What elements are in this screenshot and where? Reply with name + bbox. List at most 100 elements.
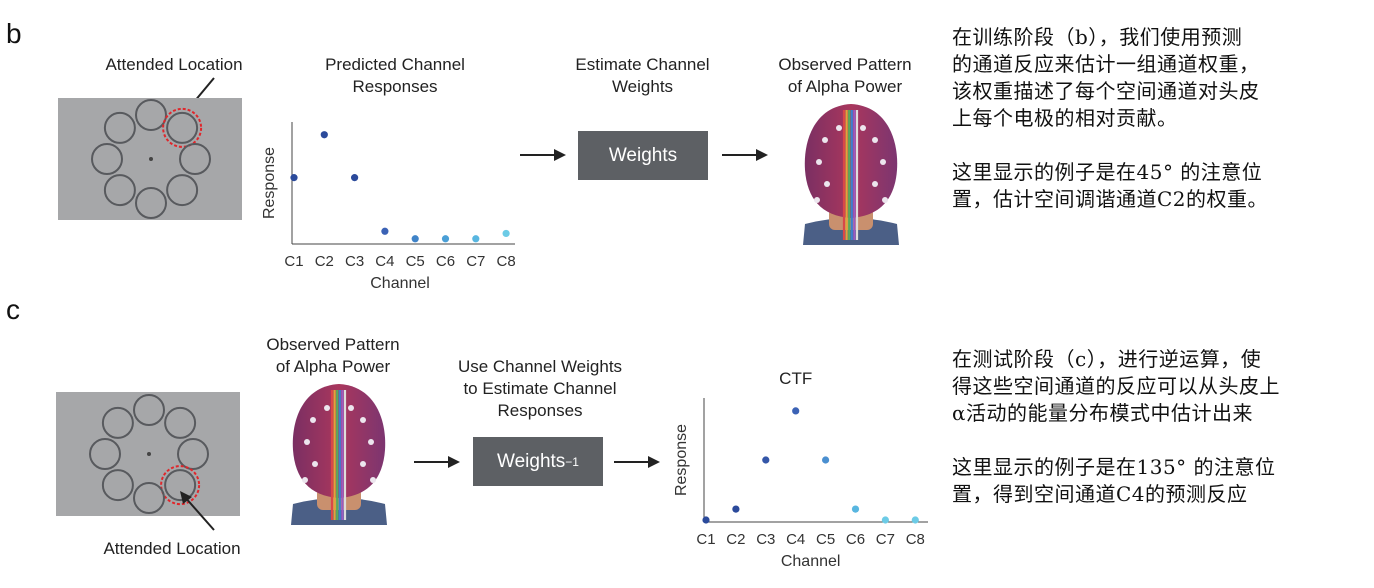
panel-b-stimulus-display: [58, 98, 242, 220]
y-axis-label: Response: [673, 424, 690, 496]
x-tick-label: C7: [466, 253, 485, 270]
stimulus-circle: [91, 143, 123, 175]
x-tick-label: C3: [345, 253, 364, 270]
weights-inverse-label: Weights: [497, 450, 566, 472]
electrode-dot: [312, 461, 318, 467]
panel-c-arrow-1: [414, 456, 460, 468]
panel-c-ctf-chart: C1 C2 C3 C4 C5 C6 C7 C8 Channel Response CTF: [673, 369, 928, 570]
stimulus-circle: [166, 174, 199, 207]
stimulus-circle: [135, 99, 167, 131]
electrode-dot: [816, 159, 822, 165]
stimulus-circle: [179, 143, 211, 175]
use-title-line2: to Estimate Channel: [463, 379, 617, 398]
x-tick-label: C7: [876, 531, 895, 548]
electrode-dot: [872, 181, 878, 187]
x-tick-label: C4: [375, 253, 394, 270]
panel-b-weights-box: Weights: [578, 131, 708, 180]
x-tick-label: C8: [497, 253, 516, 270]
weights-inverse-superscript: −1: [565, 454, 579, 469]
chart-title: CTF: [779, 369, 812, 388]
note-b-p1-l2: 的通道反应来估计一组通道权重，: [952, 52, 1260, 76]
note-b-p2-l2: 置，估计空间调谐通道C2的权重。: [952, 187, 1269, 211]
predicted-title-line2: Responses: [352, 77, 438, 96]
electrode-dot: [872, 137, 878, 143]
panel-c-attended-arrow: [180, 491, 215, 531]
panel-c-letter: c: [6, 294, 20, 325]
stimulus-circle: [101, 406, 134, 439]
y-axis-label: Response: [261, 147, 278, 219]
note-b-p1-l3: 该权重描述了每个空间通道对头皮: [952, 79, 1260, 103]
panel-c-stimulus-display: [56, 392, 240, 516]
panel-c-weights-inverse-box: Weights −1: [473, 437, 603, 486]
estimate-title-line1: Estimate Channel: [575, 55, 710, 74]
attended-ring: [162, 107, 203, 148]
data-point: [290, 174, 298, 182]
x-tick-label: C2: [726, 531, 745, 548]
stimulus-circle: [89, 438, 121, 470]
x-tick-label: C1: [696, 531, 715, 548]
note-b-p1-l4: 上每个电极的相对贡献。: [952, 106, 1178, 130]
panel-c-arrow-2: [614, 456, 660, 468]
note-c-p1-l1: 在测试阶段（c），进行逆运算，使: [952, 347, 1262, 371]
panel-c-stimulus-circles: [89, 394, 209, 514]
stimulus-circle: [166, 111, 199, 144]
x-tick-label: C3: [756, 531, 775, 548]
predicted-title-line1: Predicted Channel: [325, 55, 465, 74]
electrode-dot: [304, 439, 310, 445]
electrode-dot: [860, 125, 866, 131]
electrode-dot: [302, 477, 308, 483]
panel-c-observed-title: Observed Pattern of Alpha Power: [258, 334, 408, 378]
panel-c-attended-label: Attended Location: [103, 539, 241, 558]
panel-b-attended-label: Attended Location: [105, 55, 243, 74]
panel-b-predicted-title: Predicted Channel Responses: [295, 54, 495, 98]
panel-b-estimate-title: Estimate Channel Weights: [560, 54, 725, 98]
stimulus-circle: [164, 469, 197, 502]
note-c-p1-l2: 得这些空间通道的反应可以从头皮上: [952, 374, 1280, 398]
data-point: [381, 227, 389, 235]
stimulus-circle: [103, 174, 136, 207]
note-c-p2-l1: 这里显示的例子是在135° 的注意位: [952, 455, 1276, 479]
note-b-p2-l1: 这里显示的例子是在45° 的注意位: [952, 160, 1263, 184]
data-point: [732, 505, 740, 513]
electrode-dot: [370, 477, 376, 483]
estimate-title-line2: Weights: [611, 77, 674, 96]
use-title-line3: Responses: [497, 401, 583, 420]
fixation-dot: [149, 157, 153, 161]
stimulus-circle: [133, 394, 165, 426]
panel-b-observed-title: Observed Pattern of Alpha Power: [770, 54, 920, 98]
data-point: [702, 516, 710, 524]
x-tick-label: C4: [786, 531, 805, 548]
stimulus-circle: [177, 438, 209, 470]
electrode-dot: [880, 159, 886, 165]
observed-title-line1: Observed Pattern: [778, 55, 912, 74]
electrode-dot: [814, 197, 820, 203]
x-tick-label: C8: [906, 531, 925, 548]
x-tick-label: C2: [315, 253, 334, 270]
data-point: [792, 407, 800, 415]
panel-b-eeg-head-icon: [803, 104, 899, 245]
observed-title-line2: of Alpha Power: [787, 77, 903, 96]
electrode-dot: [348, 405, 354, 411]
x-axis-label: Channel: [781, 553, 841, 570]
electrode-dot: [310, 417, 316, 423]
fixation-dot: [147, 452, 151, 456]
electrode-dot: [360, 461, 366, 467]
use-title-line1: Use Channel Weights: [457, 357, 623, 376]
data-point: [762, 456, 770, 464]
panel-c-use-title: Use Channel Weights to Estimate Channel …: [445, 356, 635, 422]
panel-b-arrow-1: [520, 149, 566, 161]
x-tick-label: C6: [436, 253, 455, 270]
data-point: [351, 174, 359, 182]
x-tick-label: C1: [284, 253, 303, 270]
electrode-dot: [324, 405, 330, 411]
note-c-p2-l2: 置，得到空间通道C4的预测反应: [952, 482, 1248, 506]
panel-b-arrow-2: [722, 149, 768, 161]
electrode-dot: [824, 181, 830, 187]
data-point: [881, 516, 889, 524]
panel-c-note: 在测试阶段（c），进行逆运算，使 得这些空间通道的反应可以从头皮上 α活动的能量…: [952, 346, 1372, 508]
data-point: [822, 456, 830, 464]
panel-b-letter: b: [6, 18, 22, 49]
stimulus-circle: [164, 406, 197, 439]
electrode-dot: [836, 125, 842, 131]
stimulus-circle: [135, 187, 167, 219]
